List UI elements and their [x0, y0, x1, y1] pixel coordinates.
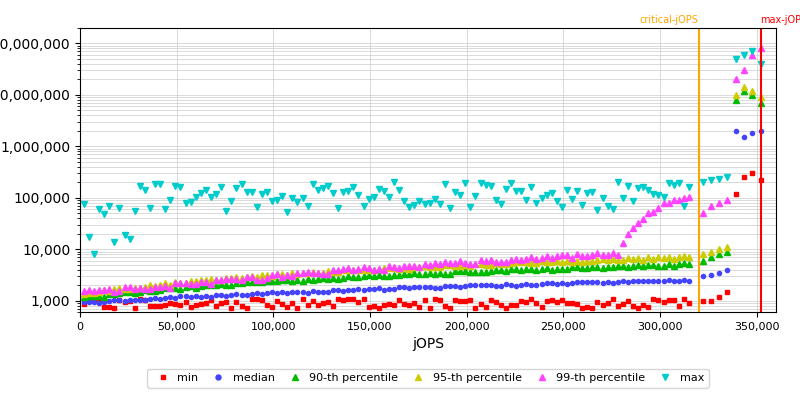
Line: 95-th percentile: 95-th percentile	[81, 85, 763, 297]
median	[638, 278, 648, 283]
90-th percentile	[343, 274, 353, 279]
90-th percentile	[237, 280, 246, 285]
Line: 90-th percentile: 90-th percentile	[81, 88, 763, 300]
90-th percentile	[739, 88, 749, 93]
99-th percentile	[349, 268, 358, 272]
max	[349, 184, 358, 189]
99-th percentile	[420, 262, 430, 267]
max	[714, 177, 724, 182]
min	[756, 178, 766, 182]
90-th percentile	[756, 100, 766, 105]
min	[747, 171, 757, 176]
95-th percentile	[79, 292, 89, 297]
min	[237, 304, 246, 309]
median	[349, 288, 358, 293]
90-th percentile	[318, 276, 328, 281]
X-axis label: jOPS: jOPS	[412, 337, 444, 351]
99-th percentile	[242, 275, 251, 280]
max	[756, 62, 766, 66]
min	[638, 303, 648, 308]
99-th percentile	[638, 216, 648, 221]
max	[323, 184, 333, 188]
95-th percentile	[237, 275, 246, 280]
max	[242, 190, 251, 195]
median	[242, 292, 251, 297]
median	[323, 290, 333, 294]
99-th percentile	[756, 46, 766, 51]
median	[731, 128, 741, 133]
min	[445, 306, 454, 311]
95-th percentile	[414, 265, 424, 270]
min	[714, 294, 724, 299]
max	[638, 184, 648, 189]
median	[714, 270, 724, 275]
min	[343, 296, 353, 301]
Line: min: min	[82, 171, 762, 310]
Line: median: median	[82, 129, 762, 305]
95-th percentile	[706, 249, 716, 254]
median	[756, 128, 766, 133]
median	[79, 300, 89, 304]
max	[90, 252, 99, 256]
Line: 99-th percentile: 99-th percentile	[81, 46, 763, 295]
min	[318, 300, 328, 305]
Text: max-jOPS: max-jOPS	[761, 15, 800, 25]
max	[420, 202, 430, 207]
95-th percentile	[318, 271, 328, 276]
90-th percentile	[79, 294, 89, 299]
90-th percentile	[634, 263, 643, 268]
90-th percentile	[706, 255, 716, 260]
95-th percentile	[756, 95, 766, 100]
95-th percentile	[739, 85, 749, 90]
max	[79, 202, 89, 206]
99-th percentile	[323, 272, 333, 276]
median	[420, 285, 430, 290]
max	[747, 49, 757, 54]
Line: max: max	[81, 49, 763, 256]
99-th percentile	[79, 288, 89, 293]
99-th percentile	[110, 290, 119, 294]
90-th percentile	[414, 271, 424, 276]
95-th percentile	[634, 255, 643, 260]
min	[79, 302, 89, 307]
Text: critical-jOPS: critical-jOPS	[640, 15, 698, 25]
min	[414, 304, 424, 309]
median	[94, 300, 104, 305]
Legend: min, median, 90-th percentile, 95-th percentile, 99-th percentile, max: min, median, 90-th percentile, 95-th per…	[147, 369, 709, 388]
95-th percentile	[343, 267, 353, 272]
99-th percentile	[714, 200, 724, 205]
